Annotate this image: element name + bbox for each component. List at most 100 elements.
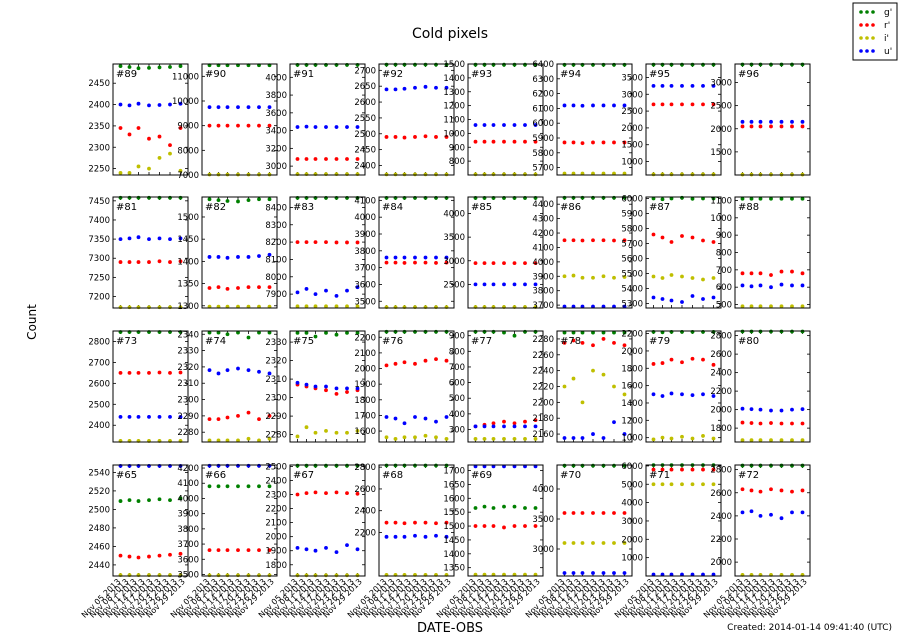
data-point [313, 157, 318, 161]
y-tick-label: 3800 [265, 91, 287, 101]
data-point [660, 394, 665, 398]
subplot-label: #89 [116, 69, 137, 80]
y-tick-label: 7450 [88, 197, 110, 207]
y-tick-label: 1800 [354, 396, 376, 406]
subplot: 7200 7250 7300 7350 7400 7450 #81 [88, 195, 189, 310]
data-point [601, 238, 606, 243]
subplot-background [202, 465, 277, 576]
data-point [118, 260, 123, 264]
y-tick-label: 3600 [354, 280, 376, 290]
data-point [304, 547, 309, 552]
y-tick-label: 2440 [88, 561, 110, 571]
subplot-label: #71 [649, 470, 670, 481]
y-tick-label: 1800 [710, 424, 732, 434]
subplot-frame [467, 63, 544, 176]
data-point [790, 304, 794, 309]
data-point [790, 421, 794, 426]
data-point [660, 572, 665, 577]
data-point [225, 484, 230, 489]
subplot-background [379, 197, 454, 308]
y-tick-label: 2450 [354, 146, 376, 156]
data-point [216, 330, 221, 335]
data-point [749, 284, 754, 289]
data-point [118, 170, 123, 175]
data-point [601, 463, 606, 468]
y-tick-label: 3400 [265, 127, 287, 137]
data-point [711, 172, 716, 177]
data-point [393, 329, 398, 334]
data-point [800, 119, 805, 124]
data-point [413, 520, 417, 525]
data-point [740, 304, 745, 309]
data-point [136, 555, 141, 560]
y-tick-label: 8000 [177, 146, 199, 156]
y-tick-label: 1900 [354, 380, 376, 390]
data-point [571, 376, 576, 381]
subplot-label: #68 [382, 470, 403, 481]
data-point [591, 343, 595, 348]
subplot-frame [467, 330, 544, 443]
data-point [434, 85, 438, 90]
data-point [601, 541, 606, 545]
data-point [355, 330, 360, 335]
y-tick-label: 1350 [443, 564, 465, 574]
data-point [324, 240, 328, 244]
data-point [533, 139, 538, 144]
data-point [334, 125, 339, 129]
y-tick-label: 2200 [354, 528, 376, 538]
subplot: 2500 3000 3500 4000 #85 [443, 196, 544, 309]
y-tick-label: 1600 [354, 427, 376, 437]
data-point [295, 434, 300, 439]
data-point [168, 65, 172, 69]
data-point [491, 172, 496, 177]
data-point [304, 425, 309, 430]
y-tick-label: 2000 [710, 558, 732, 568]
data-point [216, 371, 221, 376]
y-tick-label: 6400 [532, 60, 554, 70]
data-point [423, 260, 428, 265]
data-point [790, 463, 794, 468]
data-point [168, 498, 172, 503]
data-point [690, 102, 695, 107]
data-point [779, 488, 784, 493]
subplot-frame [645, 330, 722, 443]
data-point [267, 548, 272, 553]
data-point [580, 275, 585, 280]
data-point [680, 172, 684, 177]
data-point [740, 124, 745, 129]
data-point [571, 541, 576, 545]
data-point [512, 261, 517, 266]
subplot-label: #65 [116, 470, 137, 481]
y-tick-label: 4000 [177, 494, 199, 504]
subplot: 2250 2300 2350 2400 2450 #89 [88, 63, 189, 176]
subplot-label: #78 [560, 336, 581, 347]
data-point [612, 140, 616, 145]
data-point [512, 436, 517, 441]
data-point [178, 236, 183, 241]
data-point [622, 103, 627, 108]
data-point [502, 419, 506, 424]
y-axis-label: Count [25, 304, 39, 340]
y-tick-label: 2280 [177, 428, 199, 438]
data-point [345, 288, 349, 293]
data-point [393, 255, 398, 260]
data-point [591, 275, 595, 280]
subplot-label: #66 [205, 470, 226, 481]
subplot-frame [112, 330, 189, 443]
data-point [740, 283, 745, 288]
data-point [482, 424, 487, 429]
data-point [690, 482, 695, 487]
y-tick-label: 5700 [532, 164, 554, 174]
data-point [423, 433, 428, 438]
data-point [758, 513, 763, 518]
y-tick-label: 2460 [88, 542, 110, 552]
data-point [267, 371, 272, 376]
subplot: 300 400 500 600 700 800 900 #77 [449, 329, 544, 443]
data-point [680, 392, 684, 397]
y-tick-label: 4200 [177, 464, 199, 474]
data-point [690, 436, 695, 441]
subplot-background [646, 331, 721, 442]
data-point [612, 330, 616, 335]
data-point [591, 238, 595, 243]
data-point [571, 571, 576, 575]
